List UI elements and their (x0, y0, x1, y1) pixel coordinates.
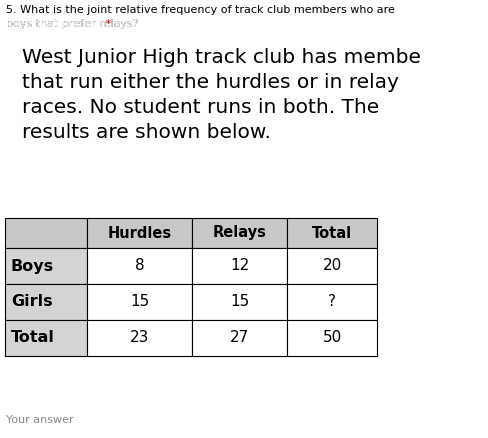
Text: 50: 50 (323, 331, 342, 346)
Bar (192, 284, 287, 320)
Text: Hurdles: Hurdles (107, 226, 172, 240)
Text: 8: 8 (135, 258, 144, 273)
Bar (287, 248, 377, 284)
Bar (87, 320, 192, 356)
Bar (192, 248, 287, 284)
Bar (87, 218, 192, 248)
Bar (287, 320, 377, 356)
Text: Total: Total (11, 331, 55, 346)
Text: that run either the hurdles or in relay: that run either the hurdles or in relay (22, 73, 399, 92)
Text: 23: 23 (130, 331, 149, 346)
Bar (5, 218, 87, 248)
Text: boys that prefer relays?: boys that prefer relays? (6, 19, 139, 29)
Text: ?: ? (328, 294, 336, 310)
Text: *: * (102, 19, 111, 29)
Bar (192, 320, 287, 356)
Text: races. No student runs in both. The: races. No student runs in both. The (22, 98, 379, 117)
Text: results are shown below.: results are shown below. (22, 123, 271, 142)
Text: West Junior High track club has membe: West Junior High track club has membe (22, 48, 421, 67)
Text: boys that prefer relays?: boys that prefer relays? (6, 19, 145, 29)
Text: 15: 15 (230, 294, 249, 310)
Text: Relays: Relays (213, 226, 266, 240)
Bar (87, 248, 192, 284)
Bar (192, 218, 287, 248)
Bar (87, 284, 192, 320)
Text: 27: 27 (230, 331, 249, 346)
Bar (287, 284, 377, 320)
Bar (5, 284, 87, 320)
Bar (287, 218, 377, 248)
Text: Total: Total (312, 226, 352, 240)
Text: Boys: Boys (11, 258, 54, 273)
Bar (5, 320, 87, 356)
Text: 12: 12 (230, 258, 249, 273)
Text: 20: 20 (323, 258, 342, 273)
Text: Girls: Girls (11, 294, 53, 310)
Text: 5. What is the joint relative frequency of track club members who are: 5. What is the joint relative frequency … (6, 5, 395, 15)
Text: 15: 15 (130, 294, 149, 310)
Text: Your answer: Your answer (6, 415, 74, 425)
Bar (5, 248, 87, 284)
